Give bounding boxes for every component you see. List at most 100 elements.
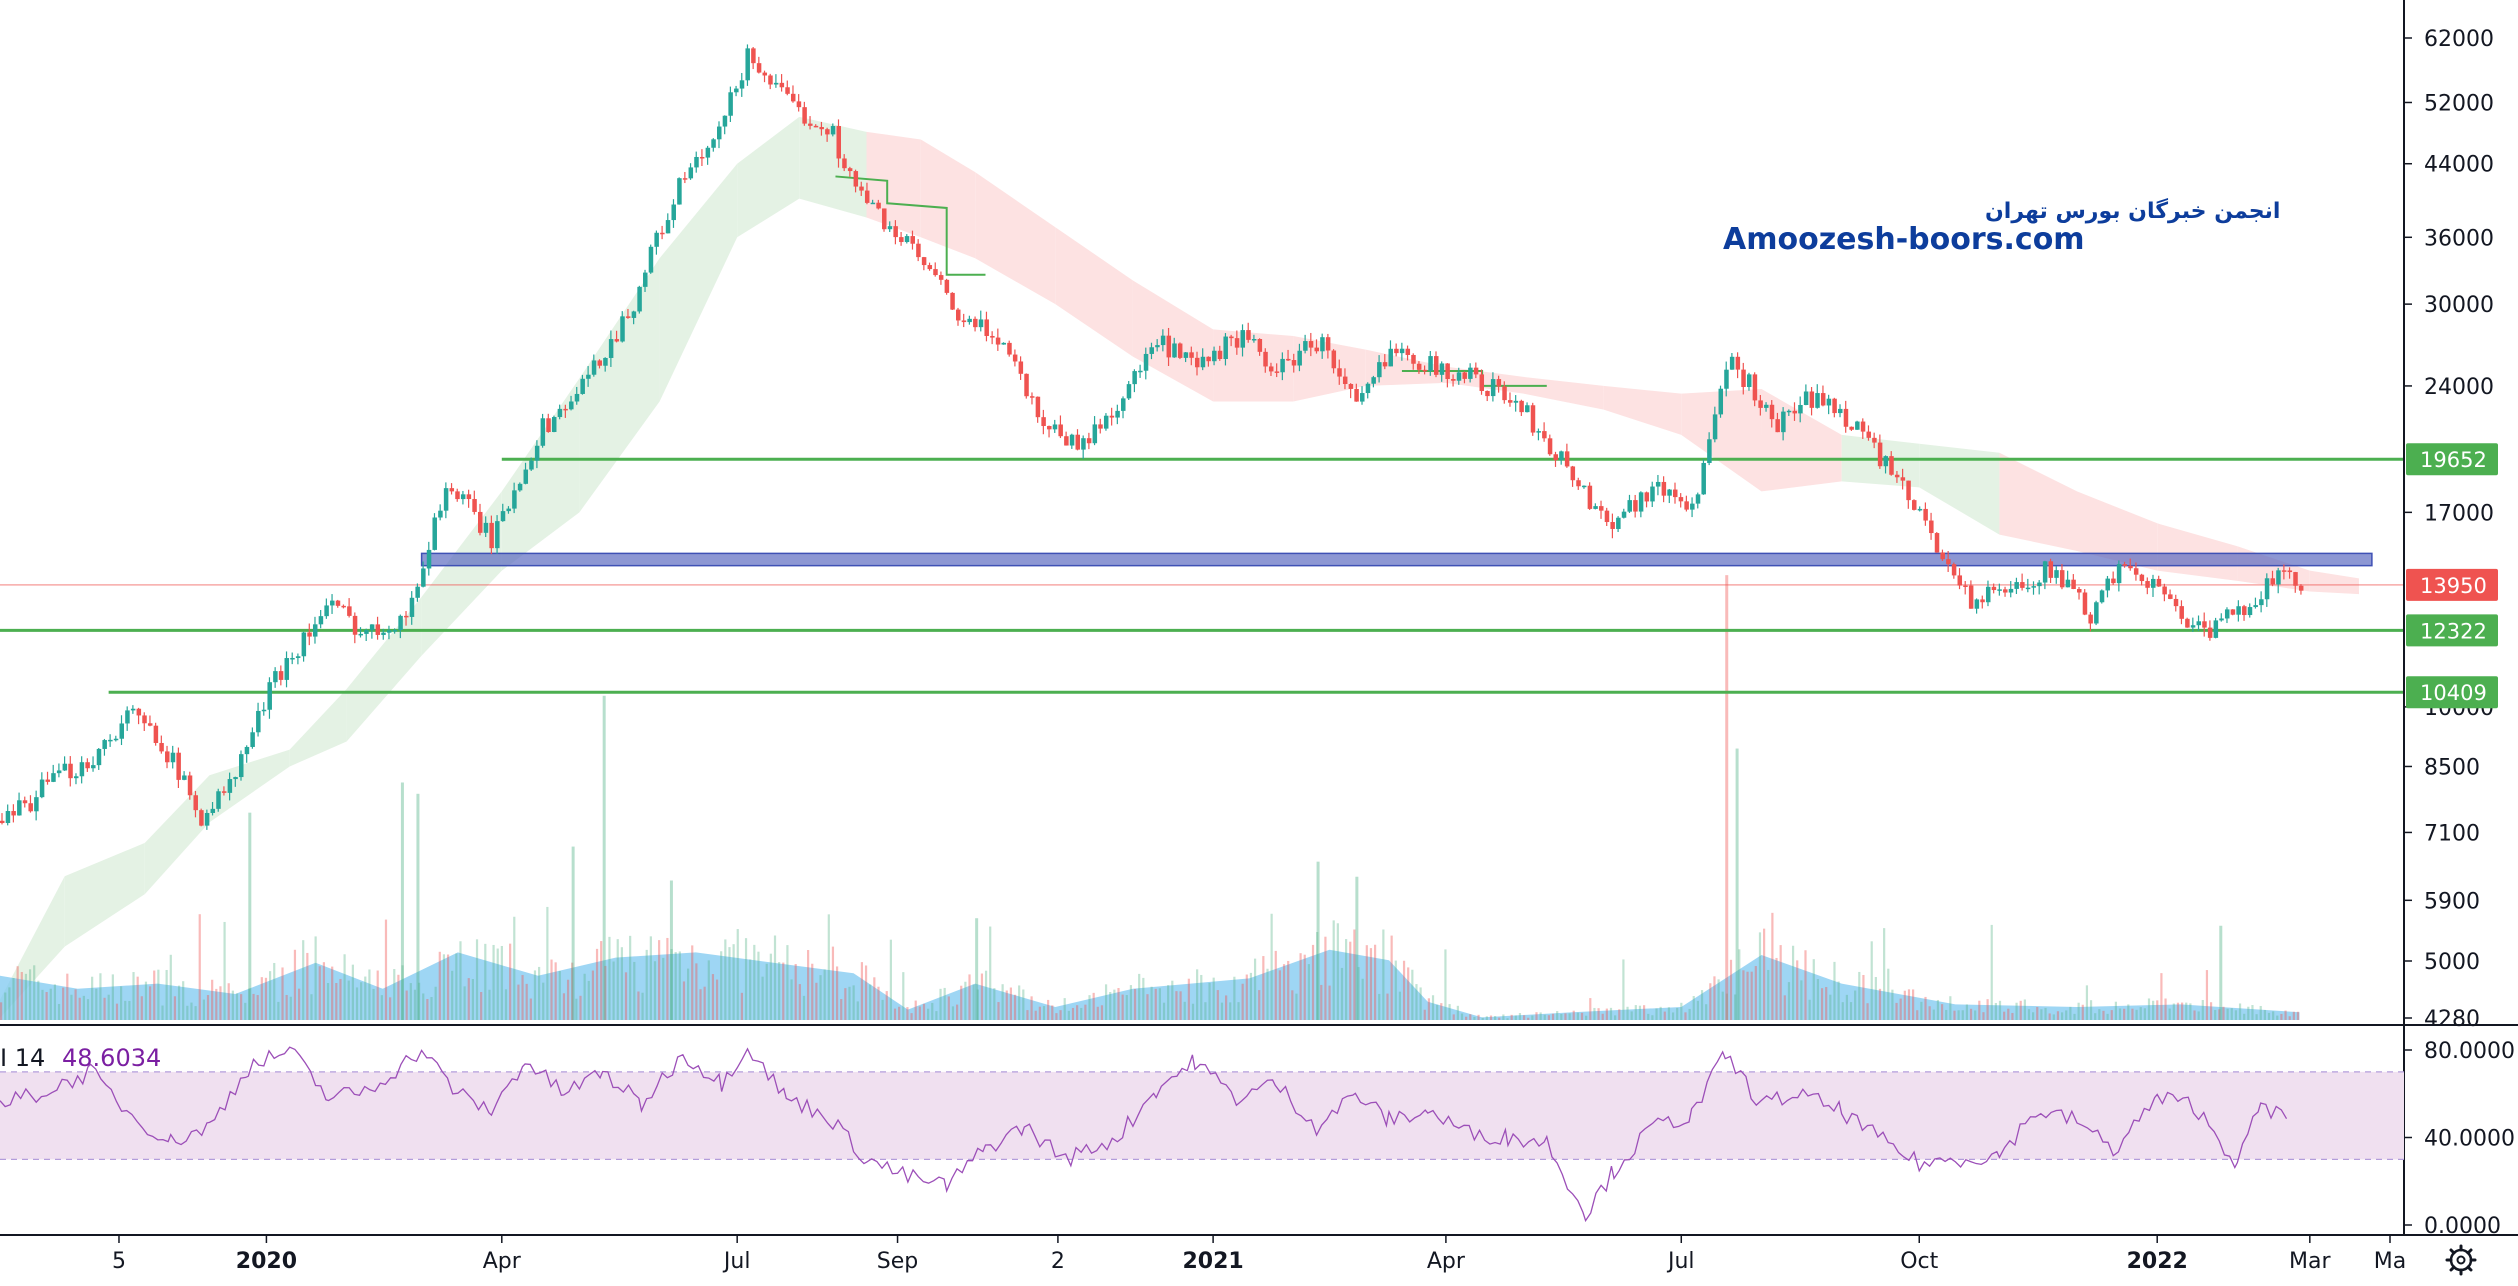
- candle-body[interactable]: [1331, 350, 1337, 369]
- candle-body[interactable]: [358, 633, 364, 636]
- candle-body[interactable]: [990, 335, 995, 338]
- candle-body[interactable]: [2242, 606, 2247, 616]
- candle-body[interactable]: [426, 549, 432, 569]
- candle-body[interactable]: [1667, 489, 1672, 496]
- candle-body[interactable]: [2259, 599, 2264, 606]
- candle-body[interactable]: [290, 657, 295, 660]
- candle-body[interactable]: [239, 754, 244, 778]
- candle-body[interactable]: [284, 658, 290, 680]
- candle-body[interactable]: [1587, 485, 1593, 509]
- candle-body[interactable]: [1138, 370, 1143, 373]
- candle-body[interactable]: [204, 812, 210, 826]
- candle-body[interactable]: [1974, 599, 1980, 609]
- candle-body[interactable]: [1456, 372, 1462, 381]
- candle-body[interactable]: [1502, 386, 1507, 401]
- candle-body[interactable]: [227, 779, 233, 793]
- candle-body[interactable]: [1479, 374, 1485, 391]
- candle-body[interactable]: [1610, 522, 1615, 529]
- candle-body[interactable]: [586, 374, 591, 379]
- candle-body[interactable]: [717, 126, 722, 140]
- candle-body[interactable]: [2276, 570, 2281, 585]
- candle-body[interactable]: [1547, 438, 1553, 455]
- candle-body[interactable]: [2003, 589, 2008, 593]
- candle-body[interactable]: [540, 418, 546, 446]
- candle-body[interactable]: [2287, 570, 2293, 573]
- candle-body[interactable]: [2190, 625, 2196, 628]
- candle-body[interactable]: [1866, 431, 1871, 438]
- candle-body[interactable]: [1337, 368, 1342, 377]
- price-axis[interactable]: 6200052000440003600030000240001700010000…: [2404, 27, 2494, 1032]
- candle-body[interactable]: [699, 156, 705, 159]
- candle-body[interactable]: [529, 460, 534, 470]
- candle-body[interactable]: [887, 226, 893, 230]
- candle-body[interactable]: [756, 63, 762, 73]
- candle-body[interactable]: [216, 791, 221, 809]
- candle-body[interactable]: [1069, 434, 1075, 446]
- candle-body[interactable]: [421, 568, 426, 587]
- candle-body[interactable]: [2122, 564, 2128, 566]
- candle-body[interactable]: [449, 488, 455, 492]
- candle-body[interactable]: [438, 510, 443, 518]
- candle-body[interactable]: [1405, 348, 1411, 355]
- candle-body[interactable]: [1855, 421, 1860, 430]
- candle-body[interactable]: [165, 751, 170, 763]
- candle-body[interactable]: [460, 494, 466, 500]
- candle-body[interactable]: [1246, 330, 1251, 340]
- candle-body[interactable]: [176, 752, 181, 780]
- candle-body[interactable]: [244, 746, 250, 755]
- candle-body[interactable]: [1599, 506, 1604, 511]
- candle-body[interactable]: [1570, 466, 1576, 481]
- candle-body[interactable]: [1872, 437, 1877, 443]
- candle-body[interactable]: [762, 72, 768, 76]
- candle-body[interactable]: [910, 236, 915, 244]
- candle-body[interactable]: [2099, 590, 2105, 603]
- candle-body[interactable]: [1496, 379, 1502, 387]
- candle-body[interactable]: [1752, 374, 1758, 401]
- candle-body[interactable]: [870, 202, 876, 205]
- candle-body[interactable]: [1195, 357, 1200, 368]
- candle-body[interactable]: [1490, 379, 1496, 397]
- candle-body[interactable]: [1912, 500, 1917, 510]
- candle-body[interactable]: [1280, 358, 1285, 373]
- candle-body[interactable]: [1644, 492, 1650, 502]
- candle-body[interactable]: [1047, 426, 1052, 430]
- candle-body[interactable]: [2031, 586, 2037, 588]
- candle-body[interactable]: [1434, 356, 1439, 375]
- candle-body[interactable]: [1012, 354, 1018, 362]
- candle-body[interactable]: [1616, 517, 1621, 529]
- candle-body[interactable]: [1092, 424, 1098, 444]
- candlestick-series[interactable]: [0, 44, 2304, 830]
- candle-body[interactable]: [2156, 578, 2162, 587]
- candle-body[interactable]: [1553, 454, 1559, 461]
- rsi-indicator-label[interactable]: I 14: [0, 1044, 45, 1072]
- candle-body[interactable]: [307, 632, 312, 637]
- candle-body[interactable]: [1559, 451, 1564, 461]
- candle-body[interactable]: [375, 624, 381, 635]
- candle-body[interactable]: [2151, 578, 2156, 588]
- candle-body[interactable]: [2037, 582, 2042, 587]
- candle-body[interactable]: [1809, 391, 1815, 408]
- candle-body[interactable]: [1968, 585, 1974, 609]
- candle-body[interactable]: [1826, 398, 1832, 406]
- candle-body[interactable]: [1274, 371, 1280, 373]
- candle-body[interactable]: [45, 779, 51, 782]
- candle-body[interactable]: [170, 752, 176, 763]
- candle-body[interactable]: [751, 48, 756, 64]
- candle-body[interactable]: [2179, 606, 2184, 619]
- candle-body[interactable]: [1024, 373, 1029, 397]
- candle-body[interactable]: [386, 630, 392, 633]
- candle-body[interactable]: [466, 494, 472, 500]
- candle-body[interactable]: [1098, 424, 1103, 429]
- candle-body[interactable]: [1166, 335, 1172, 358]
- candle-body[interactable]: [108, 739, 113, 742]
- candle-body[interactable]: [682, 178, 688, 180]
- candle-body[interactable]: [1883, 456, 1889, 467]
- candle-body[interactable]: [73, 776, 79, 779]
- candle-body[interactable]: [978, 319, 984, 328]
- candle-body[interactable]: [1399, 348, 1405, 354]
- candle-body[interactable]: [631, 311, 637, 318]
- candle-body[interactable]: [711, 139, 716, 148]
- candle-body[interactable]: [398, 615, 403, 631]
- candle-body[interactable]: [551, 417, 557, 433]
